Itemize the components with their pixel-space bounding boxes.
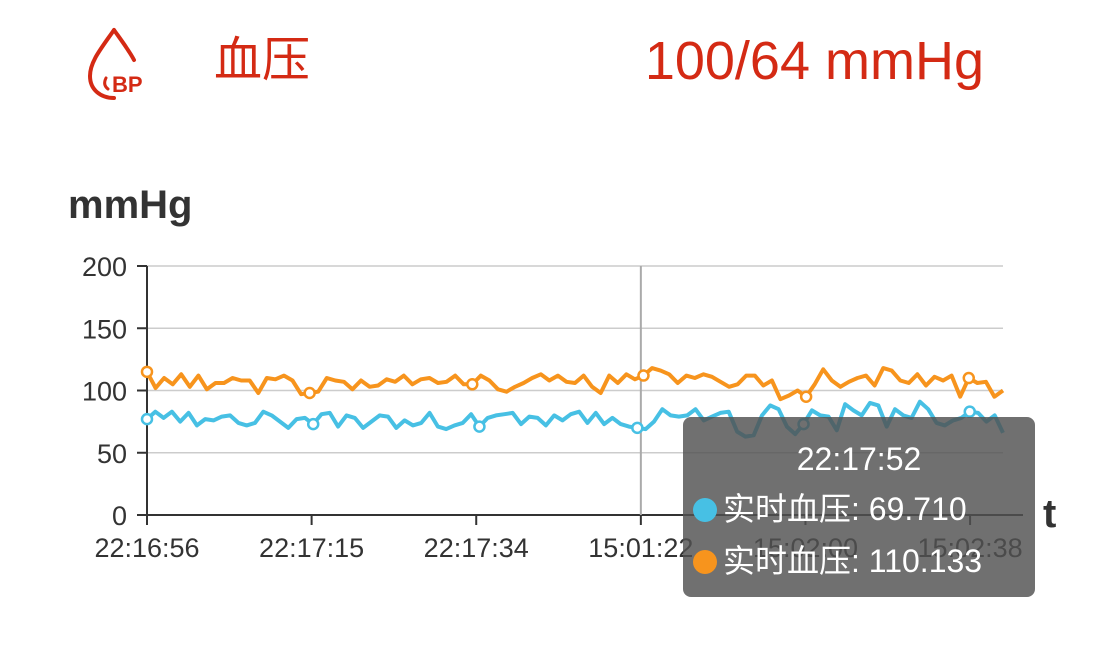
x-tick-label: 15:01:22 xyxy=(588,533,693,563)
series-point-2 xyxy=(140,365,154,379)
series-point-1 xyxy=(963,405,977,418)
tooltip-row-2: 实时血压: 110.133 xyxy=(693,541,982,581)
series-point-1 xyxy=(306,417,320,431)
series-point-2 xyxy=(799,390,813,403)
tooltip-row-1: 实时血压: 69.710 xyxy=(693,489,967,529)
series-point-2 xyxy=(466,378,479,391)
chart-area[interactable]: 0 50 100 150 200 mmHg t 22:16:56 22:17:15 22:17:3… xyxy=(0,170,1110,652)
header: BP 血压 100/64 mmHg xyxy=(0,0,1110,120)
y-tick-label: 150 xyxy=(82,314,127,344)
tooltip-dot-2 xyxy=(693,550,717,574)
series-point-1 xyxy=(473,420,486,433)
x-tick-label: 22:16:56 xyxy=(94,533,199,563)
x-axis-label: t xyxy=(1043,492,1056,536)
series-point-1 xyxy=(140,412,154,426)
blood-pressure-reading: 100/64 mmHg xyxy=(644,31,984,91)
series-line-1 xyxy=(145,399,1005,439)
tooltip-label-2: 实时血压: 110.133 xyxy=(723,543,983,579)
blood-drop-bp-icon: BP xyxy=(87,28,143,100)
series-line-2 xyxy=(145,366,1005,402)
y-tick-label: 0 xyxy=(112,501,127,531)
y-tick-label: 200 xyxy=(82,252,127,282)
series-point-2 xyxy=(962,371,976,385)
tooltip-dot-1 xyxy=(693,498,717,522)
x-tick-label: 22:17:34 xyxy=(424,533,529,563)
series-point-2 xyxy=(303,386,316,400)
y-tick-label: 50 xyxy=(97,439,127,469)
x-tick-label: 22:17:15 xyxy=(259,533,364,563)
page-title: 血压 xyxy=(214,32,311,88)
chart-tooltip: 22:17:52 实时血压: 69.710 实时血压: 110.133 xyxy=(683,417,1035,597)
y-tick-label: 100 xyxy=(82,377,127,407)
series-point-2 xyxy=(637,369,650,382)
series-point-1 xyxy=(631,421,644,435)
tooltip-label-1: 实时血压: 69.710 xyxy=(723,491,967,527)
tooltip-time: 22:17:52 xyxy=(796,441,922,477)
y-axis-label: mmHg xyxy=(68,183,192,227)
bp-icon-text: BP xyxy=(112,72,143,97)
